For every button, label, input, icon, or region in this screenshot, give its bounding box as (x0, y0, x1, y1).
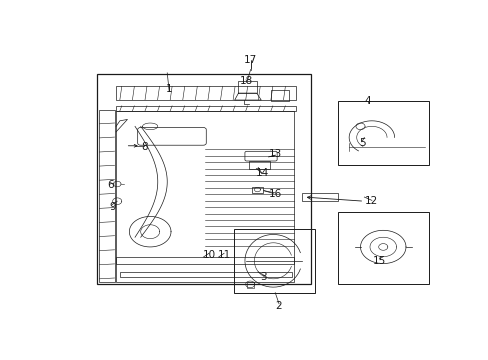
Text: 16: 16 (268, 189, 281, 199)
Text: 8: 8 (141, 142, 147, 152)
Text: 9: 9 (109, 202, 115, 212)
Text: 17: 17 (244, 55, 257, 65)
Bar (97, 74, 311, 284)
Bar (116, 257, 294, 264)
Bar (248, 161, 269, 169)
Bar (271, 90, 288, 102)
Text: 13: 13 (268, 149, 281, 159)
Bar (337, 212, 428, 284)
Text: 4: 4 (364, 96, 371, 107)
Text: 18: 18 (240, 76, 253, 86)
Text: 5: 5 (358, 138, 365, 148)
Text: 1: 1 (165, 84, 172, 94)
Text: 10: 10 (202, 250, 215, 260)
Bar (251, 186, 263, 193)
Text: 15: 15 (372, 256, 386, 266)
Bar (238, 81, 256, 93)
Bar (120, 272, 292, 278)
Text: 11: 11 (217, 250, 230, 260)
Text: 14: 14 (255, 168, 268, 179)
Bar (246, 282, 253, 288)
Bar (233, 229, 314, 293)
Text: 3: 3 (260, 273, 266, 283)
Bar (116, 111, 294, 282)
Bar (116, 86, 295, 100)
Bar (99, 110, 115, 282)
Bar (337, 102, 428, 165)
Text: 6: 6 (107, 180, 114, 190)
Bar (301, 193, 337, 201)
Text: 12: 12 (365, 196, 378, 206)
Text: 2: 2 (275, 301, 282, 311)
Bar (116, 105, 295, 111)
